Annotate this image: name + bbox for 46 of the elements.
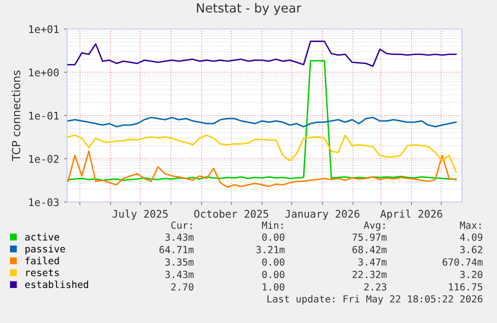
x-tick-label: July 2025 <box>112 210 168 220</box>
line-series <box>67 60 457 181</box>
text: 4.09 <box>460 233 482 241</box>
chart-title: Netstat - by year <box>196 2 302 16</box>
y-tick-label: 1e+00 <box>29 68 59 76</box>
y-tick-label: 1e-01 <box>29 112 59 120</box>
legend-label: active <box>25 233 60 241</box>
text: 1.00 <box>262 283 284 291</box>
line-series <box>67 134 457 172</box>
x-tick-label: January 2026 <box>285 210 360 220</box>
text: 3.20 <box>460 270 482 278</box>
text: 116.75 <box>449 283 482 291</box>
text: 22.32m <box>352 270 387 278</box>
y-tick-label: 1e-03 <box>29 198 59 206</box>
line-series <box>67 40 457 67</box>
text: Min: <box>262 221 283 229</box>
legend-label: established <box>25 280 88 288</box>
text: 2.23 <box>364 283 386 291</box>
line-series <box>67 150 457 188</box>
y-tick-label: 1e-02 <box>29 155 58 163</box>
text: 3.43m <box>165 233 194 241</box>
text: 3.35m <box>165 258 194 266</box>
legend-label: failed <box>26 256 59 264</box>
legend-label: passive <box>25 244 65 254</box>
text: 3.43m <box>165 270 194 278</box>
x-tick-label: October 2025 <box>194 210 268 218</box>
legend-label: resets <box>26 269 59 276</box>
y-tick-label: 1e+01 <box>29 25 59 34</box>
text: Max: <box>460 222 481 229</box>
line-series <box>67 116 457 128</box>
text: 670.74m <box>442 258 483 266</box>
text: 3.21m <box>256 246 285 254</box>
text: 0.00 <box>262 270 284 278</box>
text: 0.00 <box>262 233 284 241</box>
text: 68.42m <box>352 246 387 254</box>
text: Cur: <box>171 221 192 229</box>
text: 3.47m <box>358 258 387 266</box>
y-axis-title: TCP connections <box>12 70 20 162</box>
text: 3.62 <box>460 246 482 254</box>
text: Avg: <box>364 222 385 231</box>
text: 2.70 <box>171 283 194 291</box>
text: 64.71m <box>160 246 194 254</box>
text: 0.00 <box>262 258 284 266</box>
text: 75.97m <box>352 233 387 241</box>
x-tick-label: April 2026 <box>380 210 442 220</box>
text: Last update: Fri May 22 18:05:22 2026 <box>267 295 482 304</box>
